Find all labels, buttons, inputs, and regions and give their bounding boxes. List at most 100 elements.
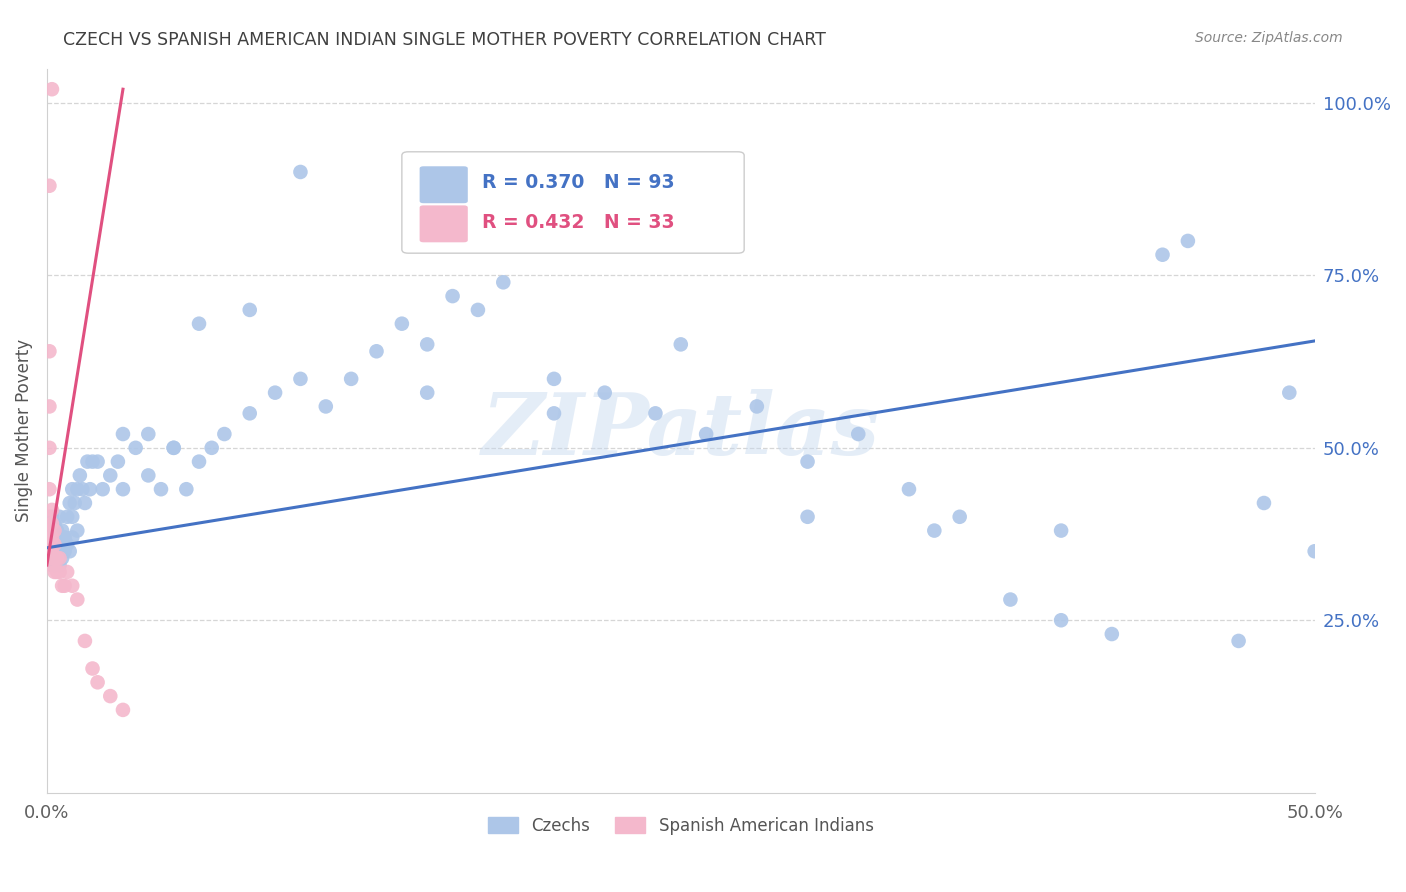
Point xyxy=(44,531,66,545)
Point xyxy=(796,509,818,524)
Point xyxy=(44,544,66,558)
Point xyxy=(416,337,439,351)
Point xyxy=(73,634,96,648)
Point xyxy=(1152,248,1174,262)
Point xyxy=(60,531,83,545)
Point xyxy=(136,468,159,483)
Point xyxy=(315,400,337,414)
Text: ZIPatlas: ZIPatlas xyxy=(482,389,880,473)
Point xyxy=(340,372,363,386)
Point xyxy=(86,455,108,469)
Point xyxy=(63,496,86,510)
Point xyxy=(1253,496,1275,510)
Point xyxy=(644,406,666,420)
Point xyxy=(60,482,83,496)
Point xyxy=(846,427,869,442)
Point xyxy=(41,551,63,566)
Point xyxy=(38,524,60,538)
Point xyxy=(111,427,134,442)
Point xyxy=(41,509,63,524)
Text: R = 0.432   N = 33: R = 0.432 N = 33 xyxy=(482,212,675,232)
Point xyxy=(51,537,73,551)
Point xyxy=(1278,385,1301,400)
Point xyxy=(1177,234,1199,248)
Point xyxy=(924,524,946,538)
Point xyxy=(56,509,79,524)
Point xyxy=(111,482,134,496)
Point xyxy=(695,427,717,442)
Point xyxy=(188,455,211,469)
Point xyxy=(38,178,60,193)
Point xyxy=(1050,613,1073,627)
Point xyxy=(76,455,98,469)
Point xyxy=(38,441,60,455)
Point xyxy=(69,468,91,483)
Point xyxy=(492,275,515,289)
Text: Source: ZipAtlas.com: Source: ZipAtlas.com xyxy=(1195,31,1343,45)
Point xyxy=(41,516,63,531)
Point xyxy=(53,544,76,558)
Point xyxy=(46,551,69,566)
Point xyxy=(53,579,76,593)
Point xyxy=(745,400,768,414)
Point xyxy=(163,441,186,455)
Point xyxy=(38,344,60,359)
Point xyxy=(543,406,565,420)
FancyBboxPatch shape xyxy=(419,166,468,203)
Point xyxy=(214,427,236,442)
Point xyxy=(163,441,186,455)
Point xyxy=(79,482,101,496)
Point xyxy=(46,565,69,579)
Point xyxy=(60,579,83,593)
Point xyxy=(44,516,66,531)
Point xyxy=(290,372,312,386)
Point xyxy=(1101,627,1123,641)
Point xyxy=(51,551,73,566)
Y-axis label: Single Mother Poverty: Single Mother Poverty xyxy=(15,339,32,522)
Legend: Czechs, Spanish American Indians: Czechs, Spanish American Indians xyxy=(488,817,873,835)
Point xyxy=(188,317,211,331)
Point xyxy=(1000,592,1022,607)
Point xyxy=(38,516,60,531)
Point xyxy=(66,592,89,607)
Point xyxy=(51,524,73,538)
FancyBboxPatch shape xyxy=(419,205,468,243)
Point xyxy=(60,509,83,524)
Point xyxy=(98,468,121,483)
Point xyxy=(897,482,920,496)
Point xyxy=(264,385,287,400)
Point xyxy=(1303,544,1326,558)
Point xyxy=(48,565,70,579)
Point xyxy=(82,455,104,469)
Point xyxy=(41,82,63,96)
Point xyxy=(44,558,66,572)
Point xyxy=(48,509,70,524)
Point xyxy=(290,165,312,179)
Point xyxy=(796,455,818,469)
Point xyxy=(1227,634,1250,648)
Point xyxy=(38,531,60,545)
Point xyxy=(38,400,60,414)
Point xyxy=(72,482,94,496)
Point xyxy=(44,537,66,551)
Point xyxy=(86,675,108,690)
Point xyxy=(48,558,70,572)
Text: R = 0.370   N = 93: R = 0.370 N = 93 xyxy=(482,173,675,193)
Point xyxy=(59,544,82,558)
Point xyxy=(41,503,63,517)
Point xyxy=(239,302,262,317)
Point xyxy=(111,703,134,717)
Point xyxy=(82,661,104,675)
Point xyxy=(124,441,146,455)
Point xyxy=(38,551,60,566)
Point xyxy=(44,551,66,566)
Point xyxy=(73,496,96,510)
Point xyxy=(56,565,79,579)
Point xyxy=(56,537,79,551)
Point xyxy=(201,441,224,455)
Point xyxy=(38,537,60,551)
Point xyxy=(136,427,159,442)
Point xyxy=(38,509,60,524)
Point xyxy=(48,551,70,566)
Point xyxy=(391,317,413,331)
